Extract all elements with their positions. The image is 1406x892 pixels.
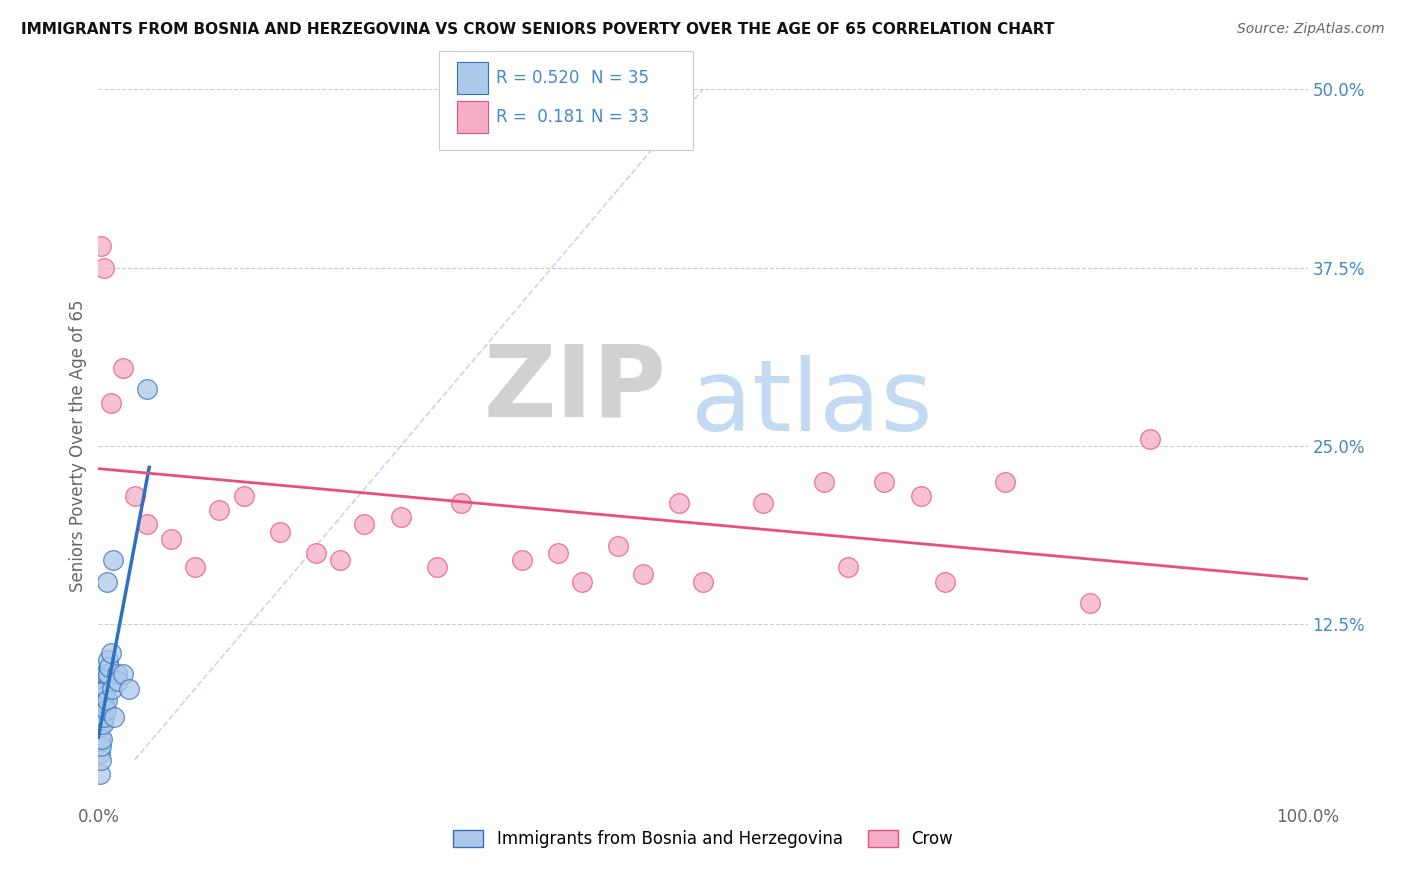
Point	[160, 532, 183, 546]
Point	[450, 496, 472, 510]
Point	[547, 546, 569, 560]
Point	[329, 553, 352, 567]
Point	[89, 746, 111, 760]
Point	[105, 667, 128, 681]
Point	[934, 574, 956, 589]
Point	[994, 475, 1017, 489]
Point	[96, 693, 118, 707]
Legend: Immigrants from Bosnia and Herzegovina, Crow: Immigrants from Bosnia and Herzegovina, …	[447, 823, 959, 855]
Point	[631, 567, 654, 582]
Text: atlas: atlas	[690, 355, 932, 451]
Point	[107, 674, 129, 689]
Point	[91, 696, 114, 710]
Point	[94, 667, 117, 681]
Point	[93, 260, 115, 275]
Point	[97, 653, 120, 667]
Point	[571, 574, 593, 589]
Point	[90, 239, 112, 253]
Text: N = 33: N = 33	[591, 108, 648, 126]
Point	[111, 667, 134, 681]
Point	[91, 696, 114, 710]
Point	[94, 703, 117, 717]
Point	[873, 475, 896, 489]
Point	[100, 681, 122, 696]
Point	[93, 689, 115, 703]
Point	[100, 646, 122, 660]
Point	[910, 489, 932, 503]
Point	[90, 717, 112, 731]
Text: R =  0.181: R = 0.181	[496, 108, 585, 126]
Point	[752, 496, 775, 510]
Point	[101, 553, 124, 567]
Point	[184, 560, 207, 574]
Point	[607, 539, 630, 553]
Text: ZIP: ZIP	[484, 341, 666, 437]
Point	[91, 681, 114, 696]
Point	[93, 696, 115, 710]
Point	[91, 674, 114, 689]
Point	[103, 710, 125, 724]
Point	[91, 710, 114, 724]
Point	[100, 396, 122, 410]
Point	[1139, 432, 1161, 446]
Point	[269, 524, 291, 539]
Point	[1078, 596, 1101, 610]
Point	[837, 560, 859, 574]
Text: Source: ZipAtlas.com: Source: ZipAtlas.com	[1237, 22, 1385, 37]
Text: R = 0.520: R = 0.520	[496, 69, 579, 87]
Y-axis label: Seniors Poverty Over the Age of 65: Seniors Poverty Over the Age of 65	[69, 300, 87, 592]
Point	[124, 489, 146, 503]
Text: IMMIGRANTS FROM BOSNIA AND HERZEGOVINA VS CROW SENIORS POVERTY OVER THE AGE OF 6: IMMIGRANTS FROM BOSNIA AND HERZEGOVINA V…	[21, 22, 1054, 37]
Point	[96, 574, 118, 589]
Point	[118, 681, 141, 696]
Point	[98, 660, 121, 674]
Point	[692, 574, 714, 589]
Point	[111, 360, 134, 375]
Point	[90, 739, 112, 753]
Point	[94, 681, 117, 696]
Point	[135, 382, 157, 396]
Point	[93, 667, 115, 681]
Point	[90, 753, 112, 767]
Point	[353, 517, 375, 532]
Point	[208, 503, 231, 517]
Point	[813, 475, 835, 489]
Point	[91, 731, 114, 746]
Text: N = 35: N = 35	[591, 69, 648, 87]
Point	[93, 710, 115, 724]
Point	[90, 703, 112, 717]
Point	[668, 496, 690, 510]
Point	[389, 510, 412, 524]
Point	[232, 489, 254, 503]
Point	[89, 767, 111, 781]
Point	[89, 731, 111, 746]
Point	[305, 546, 328, 560]
Point	[91, 717, 114, 731]
Point	[426, 560, 449, 574]
Point	[510, 553, 533, 567]
Point	[97, 667, 120, 681]
Point	[135, 517, 157, 532]
